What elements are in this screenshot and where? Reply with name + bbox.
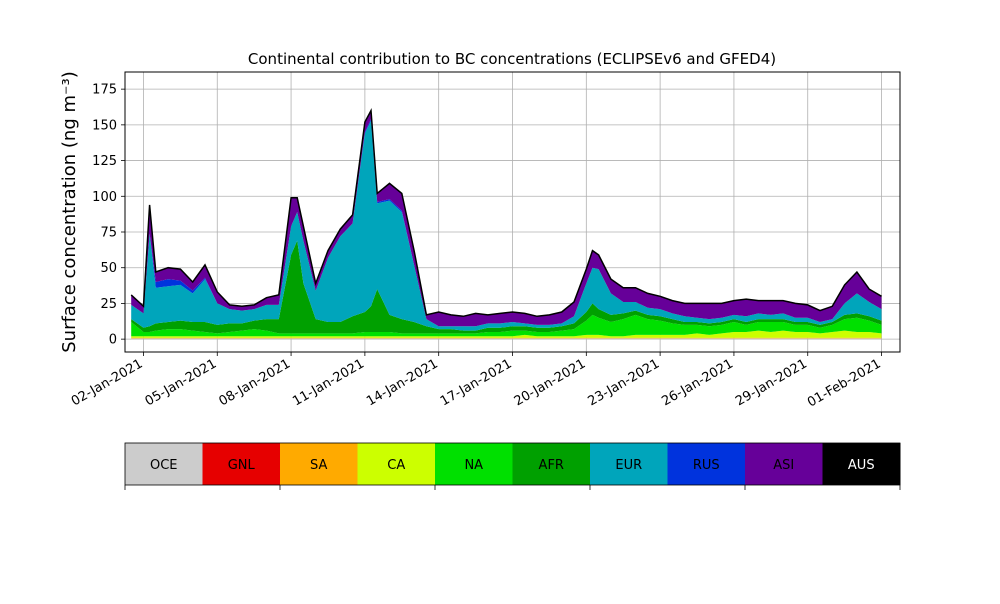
y-tick-label: 175: [92, 83, 117, 98]
y-tick-label: 100: [92, 190, 117, 205]
area-ca: [131, 330, 882, 338]
colorbar-swatch-na: [435, 443, 513, 485]
area-eur: [131, 120, 882, 331]
colorbar-label-asi: ASI: [773, 458, 794, 473]
y-tick-label: 25: [100, 297, 117, 312]
colorbar-swatch-sa: [280, 443, 358, 485]
y-axis-label: Surface concentration (ng m⁻³): [59, 71, 80, 353]
y-tick-label: 0: [109, 333, 117, 348]
y-axis-ticks: 0 25 50 75 100 125 150 175: [92, 83, 125, 348]
y-tick-label: 150: [92, 118, 117, 133]
colorbar-label-eur: EUR: [615, 458, 642, 473]
colorbar-swatch-asi: [745, 443, 823, 485]
colorbar-label-aus: AUS: [848, 458, 875, 473]
colorbar-swatch-ca: [357, 443, 436, 485]
colorbar-frame: [124, 442, 901, 486]
colorbar-swatch-oce: [125, 443, 203, 485]
colorbar-swatch-gnl: [202, 443, 281, 485]
colorbar-label-gnl: GNL: [228, 458, 256, 473]
colorbar-swatch-eur: [590, 443, 668, 485]
total-line: [130, 107, 882, 318]
colorbar-swatch-rus: [667, 443, 746, 485]
colorbar-label-afr: AFR: [539, 458, 564, 473]
colorbar-label-na: NA: [464, 458, 483, 473]
colorbar-swatch-afr: [512, 443, 591, 485]
y-tick-label: 50: [100, 261, 117, 276]
y-tick-label: 125: [92, 154, 117, 169]
area-afr: [131, 240, 882, 334]
area-oce: [131, 338, 882, 340]
colorbar-swatch-aus: [822, 443, 901, 485]
colorbar-label-ca: CA: [387, 458, 405, 473]
colorbar-label-sa: SA: [310, 458, 327, 473]
colorbar-label-oce: OCE: [150, 458, 178, 473]
y-tick-label: 75: [100, 226, 117, 241]
area-na: [131, 314, 882, 337]
area-sa: [131, 337, 882, 339]
chart-title: Continental contribution to BC concentra…: [248, 50, 776, 68]
stacked-areas: [131, 110, 882, 340]
colorbar-label-rus: RUS: [693, 458, 720, 473]
region-colorbar: OCE GNL SA CA NA AFR EUR RUS ASI AUS: [124, 442, 901, 490]
total-outline: [130, 107, 882, 318]
